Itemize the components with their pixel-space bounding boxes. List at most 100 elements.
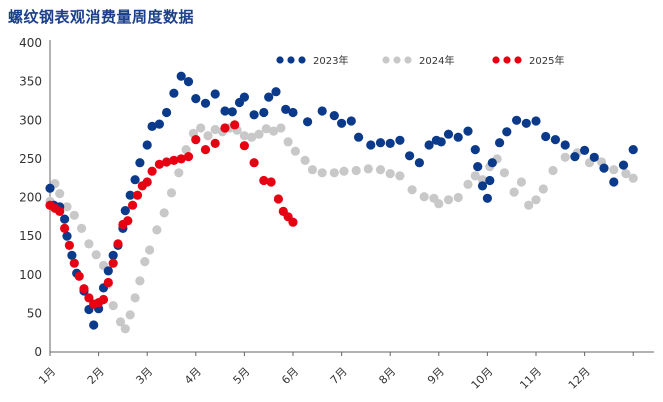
data-point xyxy=(154,159,164,169)
data-point xyxy=(385,169,395,179)
data-point xyxy=(538,184,548,194)
x-tick-label: 2月 xyxy=(85,365,107,387)
data-point xyxy=(531,116,541,126)
data-point xyxy=(470,145,480,155)
data-point xyxy=(130,293,140,303)
legend-label: 2024年 xyxy=(419,54,454,67)
data-point xyxy=(132,190,143,200)
data-point xyxy=(169,88,179,98)
data-point xyxy=(346,116,356,126)
legend-marker xyxy=(492,56,500,64)
data-point xyxy=(453,192,463,203)
x-tick-label: 12月 xyxy=(566,365,593,392)
data-point xyxy=(511,115,522,125)
data-point xyxy=(125,310,135,320)
data-point xyxy=(414,158,424,168)
data-point xyxy=(196,123,206,133)
data-point xyxy=(200,145,211,155)
data-point xyxy=(405,151,415,161)
data-point xyxy=(580,145,590,155)
data-point xyxy=(281,104,291,114)
data-point xyxy=(419,192,429,202)
data-point xyxy=(77,223,87,233)
data-point xyxy=(351,165,361,176)
data-point xyxy=(203,131,213,141)
data-point xyxy=(337,118,347,128)
data-point xyxy=(210,124,220,135)
data-point xyxy=(247,132,257,142)
data-point xyxy=(628,145,638,155)
data-point xyxy=(395,171,405,181)
data-point xyxy=(45,183,55,193)
legend-marker xyxy=(287,56,295,64)
data-point xyxy=(62,202,72,212)
chart-title: 螺纹钢表观消费量周度数据 xyxy=(8,8,195,26)
data-point xyxy=(264,92,274,102)
data-point xyxy=(220,123,230,133)
data-point xyxy=(570,152,580,162)
data-point xyxy=(550,135,561,145)
data-point xyxy=(55,206,65,216)
x-tick-label: 9月 xyxy=(425,365,447,387)
data-point xyxy=(181,145,191,155)
data-point xyxy=(329,168,339,178)
data-point xyxy=(269,126,279,136)
data-point xyxy=(120,324,130,334)
data-point xyxy=(162,157,172,167)
data-point xyxy=(249,110,259,120)
x-tick-label: 4月 xyxy=(182,365,204,387)
data-point xyxy=(230,120,240,130)
data-point xyxy=(227,107,237,117)
data-point xyxy=(499,168,509,178)
data-point xyxy=(135,158,145,168)
data-point xyxy=(424,140,434,150)
data-point xyxy=(407,185,417,195)
data-point xyxy=(125,190,135,200)
data-point xyxy=(130,175,140,185)
data-point xyxy=(239,92,249,102)
data-point xyxy=(273,194,283,204)
y-tick-label: 400 xyxy=(19,36,42,50)
data-point xyxy=(621,169,631,179)
data-point xyxy=(283,137,293,147)
data-point xyxy=(470,171,480,181)
legend-marker xyxy=(276,56,284,64)
data-point xyxy=(176,71,186,81)
data-point xyxy=(98,294,109,305)
data-point xyxy=(548,165,558,176)
data-point xyxy=(524,200,534,210)
data-point xyxy=(79,284,89,294)
data-point xyxy=(84,293,94,303)
data-point xyxy=(249,158,259,168)
data-point xyxy=(108,250,118,260)
x-tick-label: 7月 xyxy=(328,365,350,387)
data-point xyxy=(200,98,211,108)
data-point xyxy=(485,175,495,186)
data-point xyxy=(443,129,454,139)
data-point xyxy=(89,320,99,330)
data-point xyxy=(108,258,118,268)
data-point xyxy=(589,152,599,162)
data-point xyxy=(147,121,157,131)
data-point xyxy=(259,175,269,186)
data-point xyxy=(60,223,70,233)
data-point xyxy=(375,138,386,148)
legend-label: 2025年 xyxy=(529,54,564,67)
data-point xyxy=(154,119,164,129)
data-point xyxy=(183,77,194,87)
data-point xyxy=(453,132,463,142)
data-point xyxy=(123,216,133,226)
data-point xyxy=(271,87,281,97)
y-tick-label: 100 xyxy=(19,268,42,282)
x-tick-label: 5月 xyxy=(231,365,253,387)
data-point xyxy=(385,138,395,148)
x-tick-label: 8月 xyxy=(376,365,398,387)
data-point xyxy=(266,177,276,187)
data-point xyxy=(329,111,339,121)
data-point xyxy=(317,106,327,116)
data-point xyxy=(487,158,497,168)
x-tick-label: 11月 xyxy=(517,365,544,392)
data-point xyxy=(395,135,405,145)
y-tick-label: 150 xyxy=(19,229,42,243)
